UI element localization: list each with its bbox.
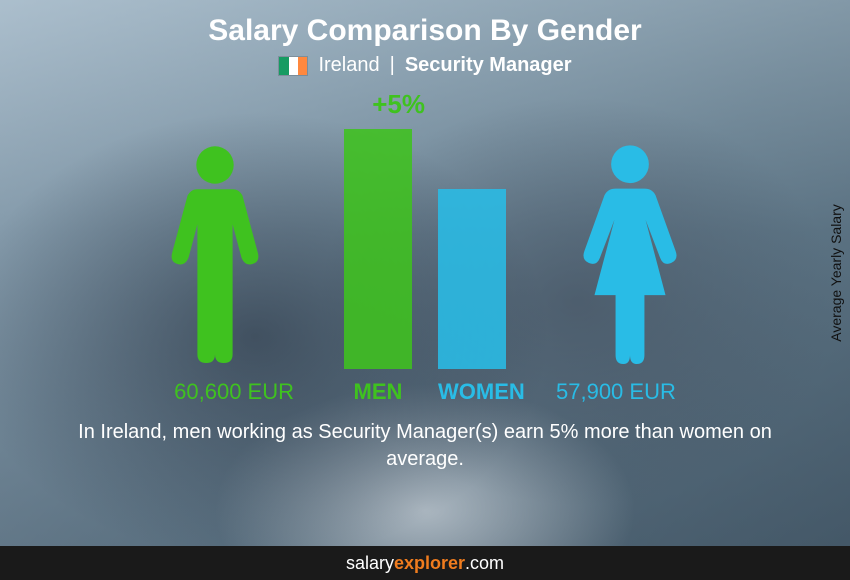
caption-text: In Ireland, men working as Security Mana… [55, 419, 795, 473]
female-figure-icon [570, 142, 690, 369]
center-labels: 60,600 EUR MEN WOMEN 57,900 EUR [344, 379, 506, 405]
infographic-container: Salary Comparison By Gender Ireland | Se… [0, 0, 850, 580]
subtitle-row: Ireland | Security Manager [278, 54, 571, 77]
chart-area: +5% 60,600 EUR M [0, 89, 850, 409]
y-axis-label: Average Yearly Salary [828, 204, 844, 342]
difference-label: +5% [372, 89, 425, 120]
footer-suffix: .com [465, 553, 504, 573]
bar-women [438, 189, 506, 369]
footer-prefix: salary [346, 553, 394, 573]
country-label: Ireland [318, 54, 379, 77]
page-title: Salary Comparison By Gender [208, 14, 641, 48]
subtitle-divider: | [390, 54, 395, 77]
labels-row: 60,600 EUR MEN WOMEN 57,900 EUR [0, 379, 850, 405]
women-label: WOMEN [438, 379, 506, 405]
footer-url: salaryexplorer.com [346, 553, 504, 574]
footer-accent: explorer [394, 553, 465, 573]
men-salary-value: 60,600 EUR [174, 379, 294, 405]
footer-bar: salaryexplorer.com [0, 546, 850, 580]
men-label: MEN [344, 379, 412, 405]
bar-group [344, 129, 506, 369]
flag-stripe-white [289, 57, 298, 75]
ireland-flag-icon [278, 56, 308, 76]
flag-stripe-orange [298, 57, 307, 75]
male-figure-icon [160, 142, 270, 369]
flag-stripe-green [279, 57, 288, 75]
women-salary-value: 57,900 EUR [556, 379, 676, 405]
side-label-container: Average Yearly Salary [824, 0, 848, 546]
job-title-label: Security Manager [405, 54, 572, 77]
bar-men [344, 129, 412, 369]
